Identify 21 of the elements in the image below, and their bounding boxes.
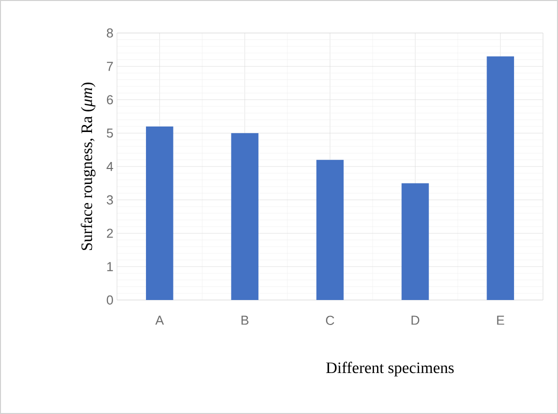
y-tick-label: 4: [106, 162, 114, 171]
x-tick-label: A: [155, 316, 164, 325]
bar: [231, 133, 258, 300]
y-tick-label: 3: [106, 195, 113, 204]
y-tick-label: 6: [106, 95, 113, 104]
y-tick-label: 0: [106, 295, 113, 305]
y-tick-label: 1: [107, 262, 113, 272]
y-axis-title: Surface rougness, Ra (μm): [80, 82, 96, 250]
x-tick-label: D: [412, 316, 420, 325]
x-tick-label: E: [497, 316, 504, 325]
bar: [146, 126, 174, 300]
bar: [486, 56, 514, 300]
y-tick-label: 7: [106, 62, 113, 71]
x-tick-label: B: [242, 316, 248, 325]
y-tick-label: 5: [106, 128, 113, 138]
bar: [316, 160, 344, 300]
bar: [402, 183, 429, 300]
x-tick-label: C: [326, 316, 334, 325]
y-tick-label: 8: [106, 28, 113, 38]
x-axis-title: Different specimens: [326, 362, 454, 376]
y-tick-label: 2: [106, 228, 113, 238]
